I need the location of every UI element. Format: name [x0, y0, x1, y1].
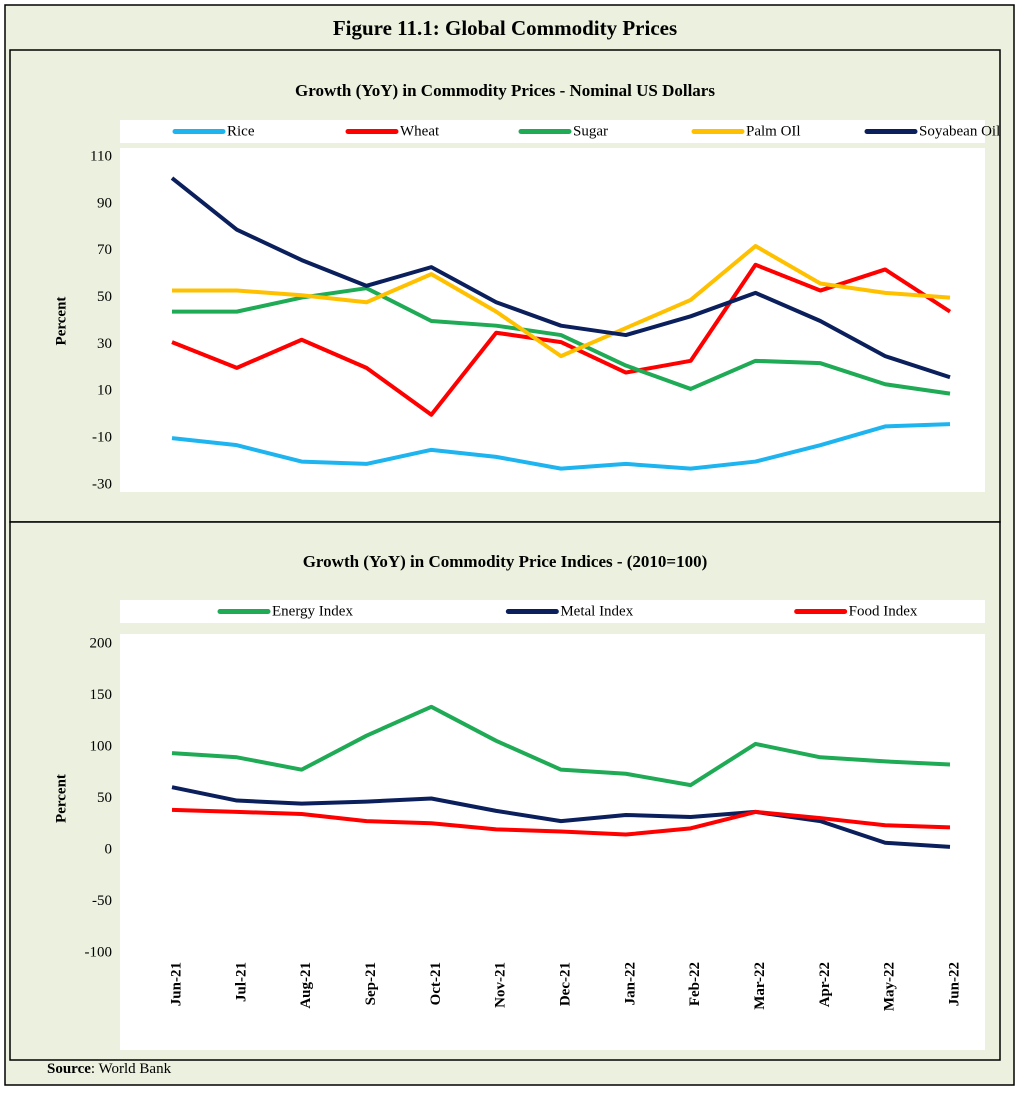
y-tick-label: 90 — [97, 195, 112, 211]
y-tick-label: 50 — [97, 289, 112, 305]
legend-label: Food Index — [849, 603, 918, 619]
chart-title: Growth (YoY) in Commodity Price Indices … — [303, 552, 708, 571]
series-line — [171, 807, 951, 837]
y-tick-label: -100 — [85, 944, 113, 960]
source-text: : World Bank — [91, 1061, 172, 1077]
x-tick-label: Nov-21 — [493, 962, 509, 1008]
y-tick-label: 150 — [90, 687, 113, 703]
y-tick-label: 10 — [97, 383, 112, 399]
y-tick-label: -10 — [92, 430, 112, 446]
legend-label: Energy Index — [272, 603, 353, 619]
figure-title: Figure 11.1: Global Commodity Prices — [333, 16, 677, 40]
x-tick-label: May-22 — [882, 962, 898, 1011]
y-axis-label: Percent — [53, 297, 69, 346]
x-tick-label: Feb-22 — [687, 962, 703, 1006]
plot-area — [120, 634, 985, 1050]
x-tick-label: Apr-22 — [817, 962, 833, 1007]
y-axis-label: Percent — [53, 774, 69, 823]
x-tick-label: Jun-21 — [168, 962, 184, 1006]
y-tick-label: 30 — [97, 336, 112, 352]
x-tick-label: Dec-21 — [557, 962, 573, 1006]
x-tick-label: Jun-22 — [946, 962, 962, 1006]
series-line — [171, 262, 952, 417]
x-tick-label: Aug-21 — [298, 962, 314, 1009]
x-tick-label: Oct-21 — [428, 962, 444, 1005]
legend-label: Rice — [227, 123, 255, 139]
x-tick-label: Mar-22 — [752, 962, 768, 1010]
series-line — [171, 704, 951, 788]
legend-label: Metal Index — [560, 603, 633, 619]
source-label: Source — [47, 1061, 91, 1077]
legend-label: Soyabean Oil — [919, 123, 1000, 139]
legend-label: Sugar — [573, 123, 608, 139]
series-line — [171, 785, 951, 849]
y-tick-label: -30 — [92, 476, 112, 492]
y-tick-label: 0 — [105, 841, 113, 857]
y-tick-label: 50 — [97, 790, 112, 806]
y-tick-label: 110 — [90, 148, 112, 164]
series-line — [170, 176, 951, 380]
legend-label: Palm OIl — [746, 123, 801, 139]
y-tick-label: 100 — [90, 738, 113, 754]
y-tick-label: 70 — [97, 242, 112, 258]
y-tick-label: -50 — [92, 893, 112, 909]
y-tick-label: 200 — [90, 635, 113, 651]
chart-title: Growth (YoY) in Commodity Prices - Nomin… — [295, 81, 715, 100]
plot-area — [120, 148, 985, 492]
series-line — [172, 244, 951, 359]
x-tick-label: Jan-22 — [622, 962, 638, 1005]
legend-label: Wheat — [400, 123, 440, 139]
series-line — [172, 286, 951, 396]
series-line — [171, 422, 951, 471]
x-tick-label: Sep-21 — [363, 962, 379, 1005]
source-note: Source: World Bank — [47, 1061, 172, 1077]
x-tick-label: Jul-21 — [233, 962, 249, 1002]
